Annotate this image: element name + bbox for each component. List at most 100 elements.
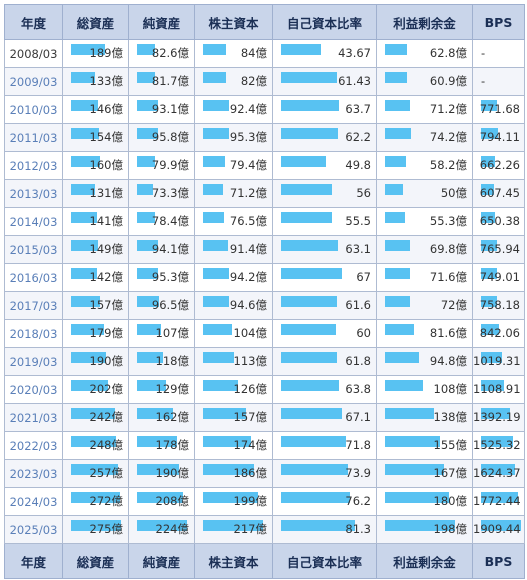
table-row: 2009/03 133億 81.7億 82億 61.43 60.9億 - xyxy=(4,67,525,96)
col-footer-shareholders-equity[interactable]: 株主資本 xyxy=(194,543,273,579)
net-assets-value: 107億 xyxy=(155,326,189,340)
equity-ratio-value: 63.7 xyxy=(345,102,371,116)
year-link[interactable]: 2011/03 xyxy=(4,123,63,152)
table-row: 2025/03 275億 224億 217億 81.3 198億 1909.44 xyxy=(4,515,525,544)
total-assets-cell: 142億 xyxy=(62,263,129,292)
net-assets-bar xyxy=(137,212,155,223)
bps-bar xyxy=(481,296,497,307)
year-link[interactable]: 2020/03 xyxy=(4,375,63,404)
year-link[interactable]: 2014/03 xyxy=(4,207,63,236)
total-assets-cell: 248億 xyxy=(62,431,129,460)
col-header-net-assets[interactable]: 純資産 xyxy=(128,4,195,40)
shareholders-equity-value: 217億 xyxy=(233,522,267,536)
year-link[interactable]: 2016/03 xyxy=(4,263,63,292)
col-footer-retained-earnings[interactable]: 利益剰余金 xyxy=(376,543,473,579)
shareholders-equity-value: 94.6億 xyxy=(229,298,267,312)
col-header-equity-ratio[interactable]: 自己資本比率 xyxy=(272,4,377,40)
year-link[interactable]: 2022/03 xyxy=(4,431,63,460)
col-footer-net-assets[interactable]: 純資産 xyxy=(128,543,195,579)
year-link[interactable]: 2013/03 xyxy=(4,179,63,208)
bps-cell: 1108.91 xyxy=(472,375,525,404)
bps-bar xyxy=(481,100,497,111)
equity-ratio-value: 73.9 xyxy=(345,466,371,480)
equity-ratio-value: 76.2 xyxy=(345,494,371,508)
bps-bar xyxy=(481,436,513,447)
bps-bar xyxy=(481,492,518,503)
net-assets-cell: 129億 xyxy=(128,375,195,404)
retained-earnings-bar xyxy=(385,520,455,531)
retained-earnings-cell: 81.6億 xyxy=(376,319,473,348)
total-assets-value: 131億 xyxy=(89,186,123,200)
col-header-retained-earnings[interactable]: 利益剰余金 xyxy=(376,4,473,40)
total-assets-cell: 202億 xyxy=(62,375,129,404)
bps-value: 1772.44 xyxy=(473,494,521,508)
col-footer-year[interactable]: 年度 xyxy=(4,543,63,579)
bps-bar xyxy=(481,520,521,531)
equity-ratio-bar xyxy=(281,436,346,447)
table-row: 2021/03 242億 162億 157億 67.1 138億 1392.19 xyxy=(4,403,525,432)
year-link[interactable]: 2018/03 xyxy=(4,319,63,348)
net-assets-value: 129億 xyxy=(155,382,189,396)
retained-earnings-value: 71.6億 xyxy=(429,270,467,284)
equity-ratio-value: 61.43 xyxy=(338,74,371,88)
shareholders-equity-value: 82億 xyxy=(240,74,267,88)
year-link[interactable]: 2021/03 xyxy=(4,403,63,432)
net-assets-value: 79.9億 xyxy=(151,158,189,172)
table-row: 2011/03 154億 95.8億 95.3億 62.2 74.2億 794.11 xyxy=(4,123,525,152)
net-assets-bar xyxy=(137,324,161,335)
retained-earnings-cell: 50億 xyxy=(376,179,473,208)
year-link[interactable]: 2010/03 xyxy=(4,95,63,124)
net-assets-value: 94.1億 xyxy=(151,242,189,256)
equity-ratio-cell: 62.2 xyxy=(272,123,377,152)
retained-earnings-cell: 58.2億 xyxy=(376,151,473,180)
col-footer-total-assets[interactable]: 総資産 xyxy=(62,543,129,579)
financial-history-table: 年度 総資産 純資産 株主資本 自己資本比率 利益剰余金 BPS 2008/03… xyxy=(4,4,525,579)
total-assets-cell: 146億 xyxy=(62,95,129,124)
net-assets-cell: 178億 xyxy=(128,431,195,460)
year-link[interactable]: 2024/03 xyxy=(4,487,63,516)
col-footer-bps[interactable]: BPS xyxy=(472,543,525,579)
equity-ratio-value: 67 xyxy=(356,270,371,284)
retained-earnings-bar xyxy=(385,296,410,307)
total-assets-value: 190億 xyxy=(89,354,123,368)
shareholders-equity-cell: 199億 xyxy=(194,487,273,516)
total-assets-cell: 179億 xyxy=(62,319,129,348)
equity-ratio-cell: 81.3 xyxy=(272,515,377,544)
year-link[interactable]: 2019/03 xyxy=(4,347,63,376)
total-assets-bar xyxy=(71,184,95,195)
bps-value: 1624.37 xyxy=(473,466,521,480)
equity-ratio-bar xyxy=(281,352,337,363)
retained-earnings-value: 167億 xyxy=(433,466,467,480)
bps-value: 771.68 xyxy=(479,102,520,116)
net-assets-bar xyxy=(137,268,158,279)
shareholders-equity-cell: 104億 xyxy=(194,319,273,348)
total-assets-value: 257億 xyxy=(89,466,123,480)
col-header-shareholders-equity[interactable]: 株主資本 xyxy=(194,4,273,40)
col-header-year[interactable]: 年度 xyxy=(4,4,63,40)
year-link[interactable]: 2012/03 xyxy=(4,151,63,180)
bps-cell: 662.26 xyxy=(472,151,525,180)
shareholders-equity-cell: 113億 xyxy=(194,347,273,376)
shareholders-equity-bar xyxy=(203,72,226,83)
col-header-total-assets[interactable]: 総資産 xyxy=(62,4,129,40)
shareholders-equity-value: 174億 xyxy=(233,438,267,452)
retained-earnings-value: 198億 xyxy=(433,522,467,536)
year-link[interactable]: 2015/03 xyxy=(4,235,63,264)
equity-ratio-bar xyxy=(281,100,339,111)
col-header-bps[interactable]: BPS xyxy=(472,4,525,40)
year-link[interactable]: 2023/03 xyxy=(4,459,63,488)
year-link[interactable]: 2009/03 xyxy=(4,67,63,96)
bps-value: 662.26 xyxy=(479,158,520,172)
year-link[interactable]: 2025/03 xyxy=(4,515,63,544)
bps-cell: 1019.31 xyxy=(472,347,525,376)
year-link[interactable]: 2017/03 xyxy=(4,291,63,320)
retained-earnings-bar xyxy=(385,464,444,475)
total-assets-bar xyxy=(71,352,106,363)
total-assets-cell: 154億 xyxy=(62,123,129,152)
shareholders-equity-bar xyxy=(203,240,228,251)
bps-bar xyxy=(481,128,498,139)
shareholders-equity-bar xyxy=(203,212,224,223)
col-footer-equity-ratio[interactable]: 自己資本比率 xyxy=(272,543,377,579)
equity-ratio-cell: 73.9 xyxy=(272,459,377,488)
net-assets-value: 78.4億 xyxy=(151,214,189,228)
